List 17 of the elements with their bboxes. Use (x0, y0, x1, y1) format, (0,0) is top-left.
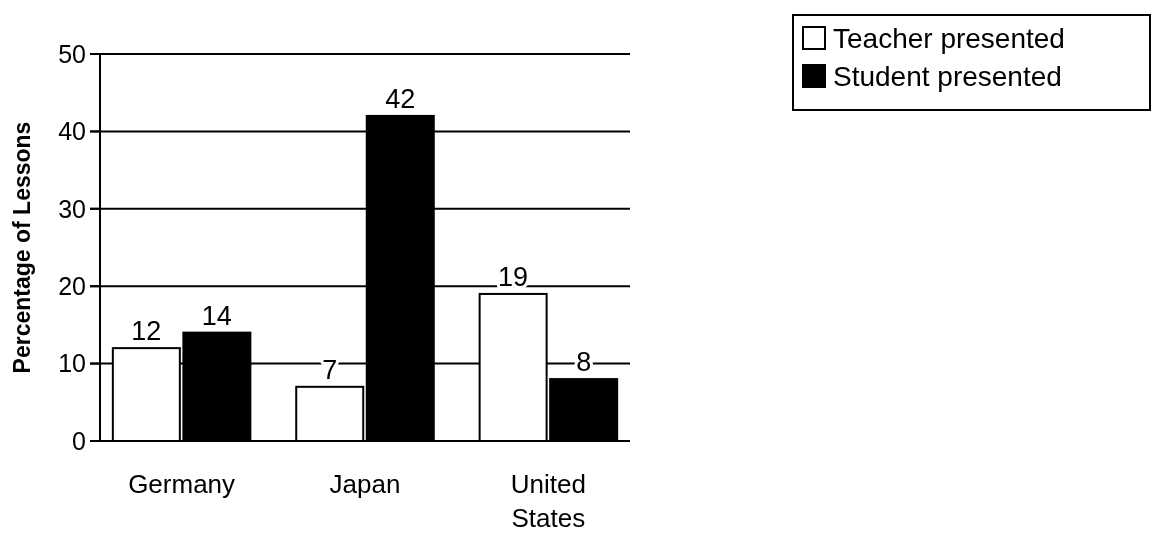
data-label: 42 (385, 83, 416, 114)
x-tick-label: United States (510, 469, 586, 533)
data-label: 12 (131, 316, 162, 347)
y-tick-label: 20 (58, 271, 86, 300)
y-tick-label: 50 (58, 39, 86, 68)
y-tick-label: 10 (58, 349, 86, 378)
legend-label: Teacher presented (833, 22, 1065, 54)
data-label: 19 (498, 261, 529, 292)
data-label: 14 (201, 300, 232, 331)
x-tick-label: Germany (128, 469, 236, 499)
y-tick-label: 40 (58, 117, 86, 146)
legend-label: Student presented (833, 60, 1062, 92)
y-tick-label: 30 (58, 194, 86, 223)
x-tick-label: Japan (329, 469, 401, 499)
y-axis-title: Percentage of Lessons (9, 121, 35, 374)
y-tick-label: 0 (72, 426, 86, 455)
data-label: 7 (322, 354, 338, 385)
